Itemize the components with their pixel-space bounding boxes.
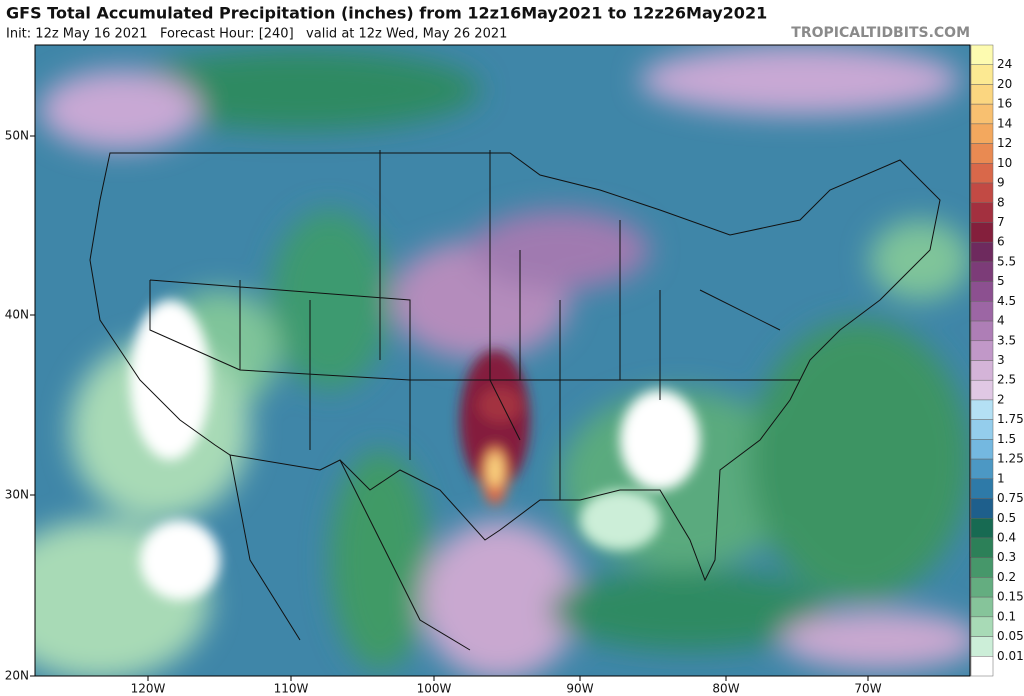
colorbar-label: 0.4 — [997, 530, 1016, 544]
title: GFS Total Accumulated Precipitation (inc… — [6, 4, 767, 23]
lat-label: 50N — [5, 129, 29, 143]
colorbar-label: 16 — [997, 97, 1012, 111]
lon-label: 70W — [854, 682, 881, 696]
map-frame — [34, 44, 971, 677]
lon-label: 110W — [274, 682, 309, 696]
colorbar-cell — [970, 458, 994, 480]
lon-label: 80W — [712, 682, 739, 696]
colorbar-cell — [970, 123, 994, 144]
credit: TROPICALTIDBITS.COM — [791, 25, 970, 41]
colorbar-label: 12 — [997, 136, 1012, 150]
colorbar-label: 2.5 — [997, 373, 1016, 387]
colorbar-cell — [970, 44, 994, 65]
colorbar-cell — [970, 656, 994, 677]
colorbar-cell — [970, 103, 994, 125]
colorbar-label: 0.5 — [997, 511, 1016, 525]
colorbar-label: 0.15 — [997, 590, 1024, 604]
colorbar-label: 8 — [997, 195, 1005, 209]
colorbar-cell — [970, 636, 994, 657]
subtitle: Init: 12z May 16 2021 Forecast Hour: [24… — [6, 27, 507, 42]
colorbar-cell — [970, 64, 994, 85]
colorbar-cell — [970, 241, 994, 263]
colorbar-label: 2 — [997, 392, 1005, 406]
lat-label: 40N — [5, 308, 29, 322]
colorbar-label: 4 — [997, 314, 1005, 328]
colorbar-label: 5.5 — [997, 254, 1016, 268]
colorbar-cell — [970, 202, 994, 223]
colorbar-label: 0.75 — [997, 491, 1024, 505]
colorbar-label: 14 — [997, 116, 1012, 130]
lon-label: 90W — [566, 682, 593, 696]
colorbar-cell — [970, 320, 994, 342]
colorbar-label: 3 — [997, 353, 1005, 367]
colorbar-label: 0.01 — [997, 649, 1024, 663]
colorbar-cell — [970, 143, 994, 164]
precip-map — [35, 45, 970, 676]
colorbar-label: 9 — [997, 176, 1005, 190]
colorbar-label: 10 — [997, 156, 1012, 170]
colorbar-cell — [970, 340, 994, 361]
lon-label: 100W — [417, 682, 452, 696]
colorbar-cell — [970, 439, 994, 460]
colorbar-cell — [970, 84, 994, 105]
colorbar-cell — [970, 281, 994, 302]
colorbar-cell — [970, 261, 994, 282]
lat-label: 30N — [5, 488, 29, 502]
colorbar-label: 1.25 — [997, 452, 1024, 466]
colorbar-cell — [970, 557, 994, 578]
colorbar-cell — [970, 537, 994, 558]
colorbar-label: 0.3 — [997, 550, 1016, 564]
colorbar-cell — [970, 163, 994, 184]
colorbar-cell — [970, 379, 994, 401]
colorbar-cell — [970, 577, 994, 598]
colorbar-cell — [970, 222, 994, 243]
colorbar-label: 20 — [997, 77, 1012, 91]
lon-label: 120W — [131, 682, 166, 696]
colorbar-label: 1 — [997, 471, 1005, 485]
colorbar-cell — [970, 596, 994, 618]
colorbar-label: 0.05 — [997, 629, 1024, 643]
colorbar-label: 6 — [997, 235, 1005, 249]
colorbar-label: 0.2 — [997, 570, 1016, 584]
colorbar-cell — [970, 518, 994, 539]
colorbar-cell — [970, 498, 994, 519]
colorbar-label: 0.1 — [997, 609, 1016, 623]
colorbar-label: 4.5 — [997, 294, 1016, 308]
colorbar-cell — [970, 616, 994, 637]
colorbar-label: 7 — [997, 215, 1005, 229]
colorbar-cell — [970, 301, 994, 322]
colorbar-label: 5 — [997, 274, 1005, 288]
colorbar-label: 24 — [997, 57, 1012, 71]
colorbar-label: 1.75 — [997, 412, 1024, 426]
colorbar-cell — [970, 419, 994, 440]
colorbar-cell — [970, 360, 994, 381]
colorbar-label: 1.5 — [997, 432, 1016, 446]
colorbar-cell — [970, 478, 994, 499]
colorbar-cell — [970, 399, 994, 420]
colorbar-cell — [970, 182, 994, 203]
lat-label: 20N — [5, 669, 29, 683]
colorbar-label: 3.5 — [997, 333, 1016, 347]
